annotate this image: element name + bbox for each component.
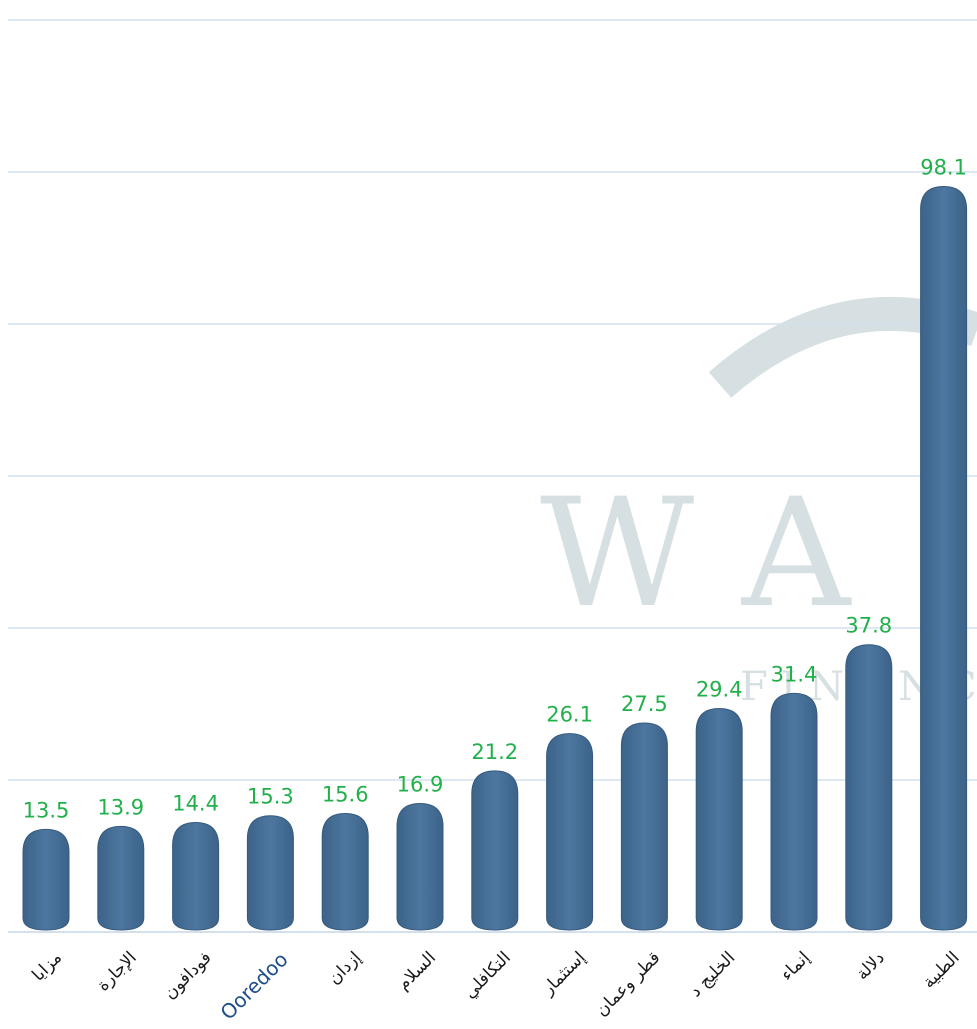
bar bbox=[695, 708, 743, 931]
data-label: 13.5 bbox=[23, 798, 70, 822]
data-label: 31.4 bbox=[771, 662, 818, 686]
bar bbox=[845, 644, 893, 931]
bar bbox=[22, 828, 70, 931]
bar bbox=[172, 822, 220, 931]
tick-label: دلالة bbox=[852, 948, 888, 984]
data-label: 21.2 bbox=[471, 740, 518, 764]
data-label: 29.4 bbox=[696, 678, 743, 702]
tick-label: إستثمار bbox=[538, 948, 590, 1000]
bar bbox=[246, 815, 294, 931]
tick-label: قطر وعمان bbox=[592, 948, 665, 1021]
bar bbox=[620, 722, 668, 931]
bar bbox=[770, 692, 818, 931]
tick-label: فودافون bbox=[160, 948, 216, 1004]
bar bbox=[321, 812, 369, 931]
tick-label: مزايا bbox=[28, 948, 66, 986]
bar bbox=[97, 825, 145, 931]
bars-group bbox=[22, 185, 968, 931]
data-label: 26.1 bbox=[546, 703, 593, 727]
tick-label: الطبية bbox=[919, 948, 964, 993]
data-label: 15.3 bbox=[247, 785, 294, 809]
category-labels-group: مزايا الإجارة فودافون Ooredoo إزدان السلام الت… bbox=[28, 947, 963, 1024]
bar bbox=[546, 733, 594, 931]
tick-label: إزدان bbox=[324, 948, 365, 989]
tick-label: السلام bbox=[394, 948, 440, 994]
data-label: 15.6 bbox=[322, 782, 369, 806]
data-label: 14.4 bbox=[172, 792, 219, 816]
bar bbox=[471, 770, 519, 931]
bar bbox=[920, 185, 968, 931]
data-label: 98.1 bbox=[920, 155, 967, 179]
data-label: 27.5 bbox=[621, 692, 668, 716]
tick-label: التكافلي bbox=[460, 948, 515, 1003]
bar bbox=[396, 803, 444, 931]
tick-label: إنماء bbox=[777, 948, 814, 985]
tick-label: الإجارة bbox=[93, 948, 141, 996]
watermark-logo: W A F I N A N C bbox=[540, 296, 977, 710]
tick-label: Ooredoo bbox=[215, 947, 292, 1024]
tick-label: الخليج د bbox=[686, 948, 739, 1001]
data-label: 16.9 bbox=[397, 773, 444, 797]
watermark-text-main: W A bbox=[540, 467, 852, 641]
data-label: 37.8 bbox=[845, 614, 892, 638]
data-label: 13.9 bbox=[97, 795, 144, 819]
value-labels-group: 13.5 13.9 14.4 15.3 15.6 16.9 21.2 26.1 27.5 29.4… bbox=[23, 155, 967, 822]
